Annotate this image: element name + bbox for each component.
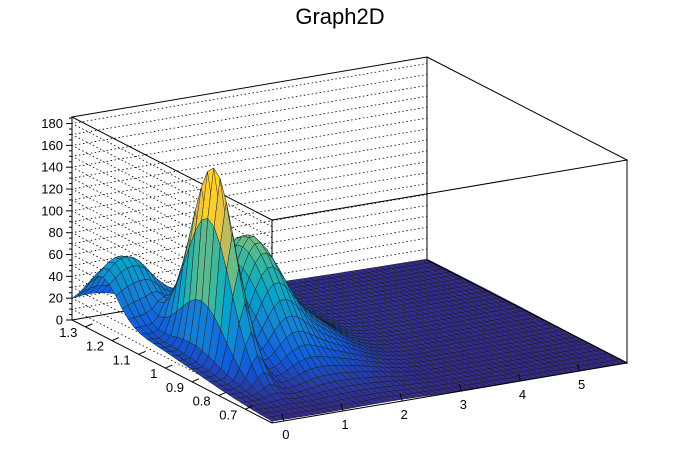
z-tick-label: 120 <box>41 182 63 197</box>
box-edge <box>70 56 428 221</box>
y-tick-label: 0.9 <box>166 380 184 395</box>
x-tick-label: 0 <box>282 427 289 442</box>
y-tick-mark <box>245 405 253 410</box>
y-tick-label: 1.2 <box>86 339 104 354</box>
x-tick-label: 5 <box>578 377 585 392</box>
x-axis: 0 1 2 3 4 5 <box>281 363 585 442</box>
y-tick-label: 1.3 <box>59 325 77 340</box>
x-tick-mark <box>281 413 285 422</box>
z-tick-label: 40 <box>49 269 63 284</box>
x-tick-label: 2 <box>401 407 408 422</box>
x-tick-mark <box>518 373 521 382</box>
z-tick-label: 160 <box>41 138 63 153</box>
z-gridline <box>70 85 428 249</box>
z-gridline <box>70 74 428 238</box>
y-tick-label: 0.7 <box>219 407 237 422</box>
y-tick-mark <box>138 350 146 355</box>
y-tick-mark <box>85 323 93 328</box>
y-axis: 1.3 1.2 1.1 1 0.9 0.8 0.7 <box>59 323 253 422</box>
x-tick-mark <box>458 383 462 392</box>
z-axis: 180 160 140 120 100 80 60 40 20 0 <box>41 116 72 328</box>
y-tick-mark <box>165 364 173 369</box>
y-tick-mark <box>191 378 200 383</box>
y-tick-mark <box>218 392 226 396</box>
box-edge <box>271 56 629 221</box>
y-tick-label: 0.8 <box>193 394 211 409</box>
x-tick-label: 4 <box>519 387 526 402</box>
surface-plot <box>71 167 628 422</box>
z-tick-label: 20 <box>49 291 63 306</box>
chart-title: Graph2D <box>295 4 384 29</box>
z-tick-label: 140 <box>41 160 63 175</box>
z-tick-label: 80 <box>49 225 63 240</box>
x-tick-mark <box>399 393 403 402</box>
x-tick-label: 1 <box>341 417 348 432</box>
y-tick-label: 1 <box>150 366 157 381</box>
x-tick-label: 3 <box>460 397 467 412</box>
z-tick-label: 180 <box>41 116 63 131</box>
z-gridline <box>70 95 428 260</box>
z-gridline <box>70 63 428 227</box>
y-tick-label: 1.1 <box>113 352 131 367</box>
x-tick-mark <box>577 363 581 372</box>
y-tick-mark <box>111 337 120 342</box>
z-tick-label: 0 <box>56 313 63 328</box>
z-tick-label: 60 <box>49 247 63 262</box>
axis-box-front <box>271 56 629 424</box>
z-tick-label: 100 <box>41 203 63 218</box>
x-tick-mark <box>340 403 344 412</box>
